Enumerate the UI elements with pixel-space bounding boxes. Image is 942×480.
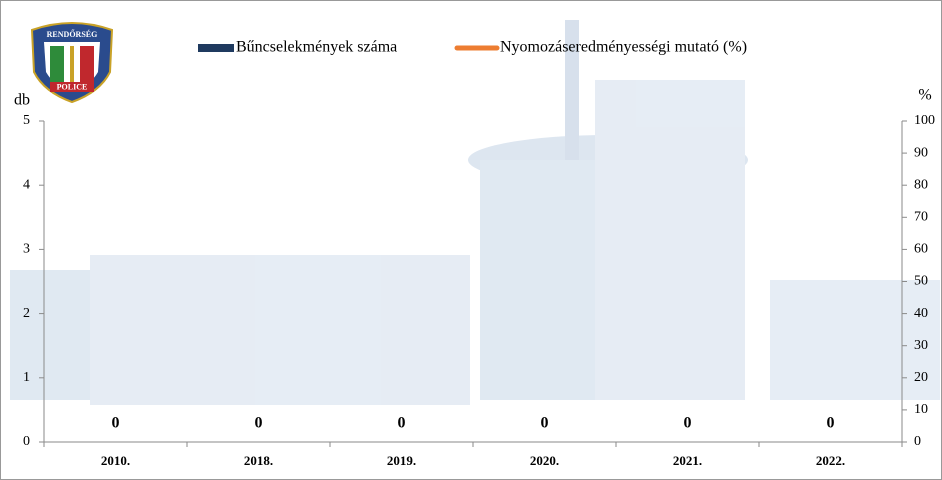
value-label: 0 [255, 415, 263, 432]
y2-tick-label: 10 [914, 402, 928, 417]
y-tick-label: 3 [23, 242, 30, 257]
legend-label: Bűncselekmények száma [236, 39, 397, 56]
legend-label: Nyomozáseredményességi mutató (%) [500, 39, 747, 56]
y2-tick-label: 30 [914, 338, 928, 353]
logo-text: POLICE [57, 82, 88, 91]
y2-tick-label: 40 [914, 306, 928, 321]
value-label: 0 [112, 415, 120, 432]
x-tick-label: 2022. [816, 453, 845, 468]
y2-tick-label: 50 [914, 274, 928, 289]
legend-swatch [198, 44, 234, 52]
y2-tick-label: 60 [914, 242, 928, 257]
y2-tick-label: 20 [914, 370, 928, 385]
y2-tick-label: 0 [914, 434, 921, 449]
x-tick-label: 2010. [101, 453, 130, 468]
y-tick-label: 1 [23, 370, 30, 385]
y2-axis-label: % [918, 87, 931, 104]
y-tick-label: 4 [23, 177, 30, 192]
frame [1, 1, 942, 480]
x-tick-label: 2020. [530, 453, 559, 468]
y2-tick-label: 90 [914, 145, 928, 160]
y-tick-label: 5 [23, 113, 30, 128]
logo-text: RENDŐRSÉG [47, 29, 98, 39]
value-label: 0 [541, 415, 549, 432]
value-label: 0 [684, 415, 692, 432]
x-tick-label: 2019. [387, 453, 416, 468]
y2-tick-label: 80 [914, 177, 928, 192]
y2-tick-label: 70 [914, 210, 928, 225]
x-tick-label: 2021. [673, 453, 702, 468]
chart: RENDŐRSÉG POLICE db % 012345010203040506… [0, 0, 942, 480]
x-tick-label: 2018. [244, 453, 273, 468]
y2-tick-label: 100 [914, 113, 935, 128]
value-label: 0 [827, 415, 835, 432]
value-label: 0 [398, 415, 406, 432]
y-axis-label: db [14, 92, 30, 109]
y-tick-label: 0 [23, 434, 30, 449]
y-tick-label: 2 [23, 306, 30, 321]
